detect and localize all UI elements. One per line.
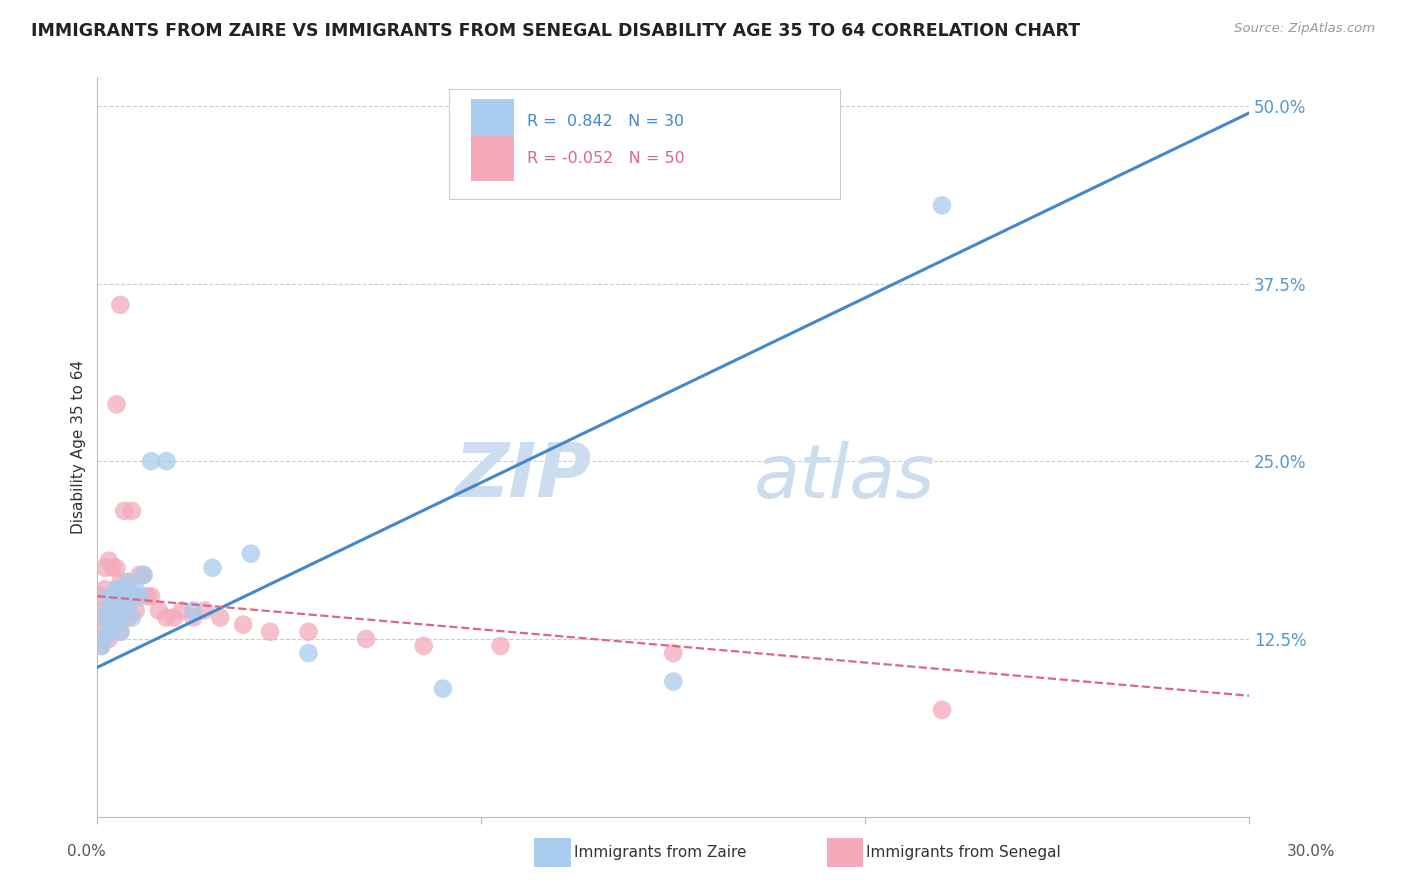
Point	[297, 646, 319, 660]
Point	[94, 603, 117, 617]
Text: atlas: atlas	[754, 441, 935, 513]
Point	[97, 554, 120, 568]
Point	[110, 298, 132, 312]
Point	[97, 589, 120, 603]
Point	[148, 603, 170, 617]
Point	[110, 624, 132, 639]
Point	[90, 610, 112, 624]
Point	[132, 568, 155, 582]
Point	[117, 574, 139, 589]
Point	[90, 639, 112, 653]
Point	[117, 596, 139, 610]
FancyBboxPatch shape	[471, 99, 515, 145]
Point	[94, 624, 117, 639]
Point	[117, 574, 139, 589]
Point	[662, 674, 685, 689]
Point	[354, 632, 377, 646]
Point	[201, 561, 224, 575]
Point	[105, 589, 128, 603]
Point	[101, 617, 124, 632]
Point	[112, 589, 135, 603]
Point	[194, 603, 217, 617]
Point	[121, 610, 143, 624]
Point	[90, 589, 112, 603]
Point	[489, 639, 512, 653]
Point	[183, 610, 205, 624]
Point	[97, 624, 120, 639]
Point	[97, 610, 120, 624]
Point	[232, 617, 254, 632]
Point	[139, 589, 162, 603]
Point	[132, 568, 155, 582]
Point	[105, 561, 128, 575]
Point	[101, 589, 124, 603]
Point	[105, 397, 128, 411]
Point	[125, 582, 148, 596]
Point	[94, 610, 117, 624]
Point	[110, 596, 132, 610]
Point	[105, 589, 128, 603]
Point	[101, 617, 124, 632]
Point	[432, 681, 454, 696]
Text: Immigrants from Zaire: Immigrants from Zaire	[574, 846, 747, 860]
FancyBboxPatch shape	[449, 88, 841, 200]
Point	[90, 639, 112, 653]
Point	[412, 639, 434, 653]
Point	[101, 561, 124, 575]
Text: Immigrants from Senegal: Immigrants from Senegal	[866, 846, 1062, 860]
Point	[931, 198, 953, 212]
Point	[125, 589, 148, 603]
Point	[112, 603, 135, 617]
Point	[931, 703, 953, 717]
Text: R =  0.842   N = 30: R = 0.842 N = 30	[527, 114, 685, 129]
Point	[101, 596, 124, 610]
Text: ZIP: ZIP	[456, 440, 592, 513]
Point	[94, 582, 117, 596]
Point	[139, 454, 162, 468]
Point	[97, 632, 120, 646]
Point	[97, 589, 120, 603]
Point	[94, 561, 117, 575]
Point	[110, 624, 132, 639]
Point	[662, 646, 685, 660]
Point	[136, 589, 159, 603]
Point	[121, 504, 143, 518]
Point	[112, 504, 135, 518]
Point	[183, 603, 205, 617]
Point	[128, 589, 150, 603]
Text: Source: ZipAtlas.com: Source: ZipAtlas.com	[1234, 22, 1375, 36]
Point	[155, 454, 177, 468]
Point	[117, 610, 139, 624]
Point	[170, 603, 193, 617]
Point	[297, 624, 319, 639]
Point	[209, 610, 232, 624]
Point	[105, 610, 128, 624]
Point	[110, 574, 132, 589]
Point	[94, 632, 117, 646]
Point	[128, 568, 150, 582]
Text: 30.0%: 30.0%	[1288, 845, 1336, 859]
Point	[112, 589, 135, 603]
Text: IMMIGRANTS FROM ZAIRE VS IMMIGRANTS FROM SENEGAL DISABILITY AGE 35 TO 64 CORRELA: IMMIGRANTS FROM ZAIRE VS IMMIGRANTS FROM…	[31, 22, 1080, 40]
Point	[112, 603, 135, 617]
Point	[105, 582, 128, 596]
Text: 0.0%: 0.0%	[67, 845, 107, 859]
Point	[155, 610, 177, 624]
Point	[163, 610, 186, 624]
Text: R = -0.052   N = 50: R = -0.052 N = 50	[527, 152, 685, 166]
Point	[239, 547, 262, 561]
Point	[121, 589, 143, 603]
Point	[125, 603, 148, 617]
Point	[97, 603, 120, 617]
Point	[105, 610, 128, 624]
Point	[259, 624, 281, 639]
Y-axis label: Disability Age 35 to 64: Disability Age 35 to 64	[72, 360, 86, 534]
Point	[110, 582, 132, 596]
FancyBboxPatch shape	[471, 136, 515, 181]
